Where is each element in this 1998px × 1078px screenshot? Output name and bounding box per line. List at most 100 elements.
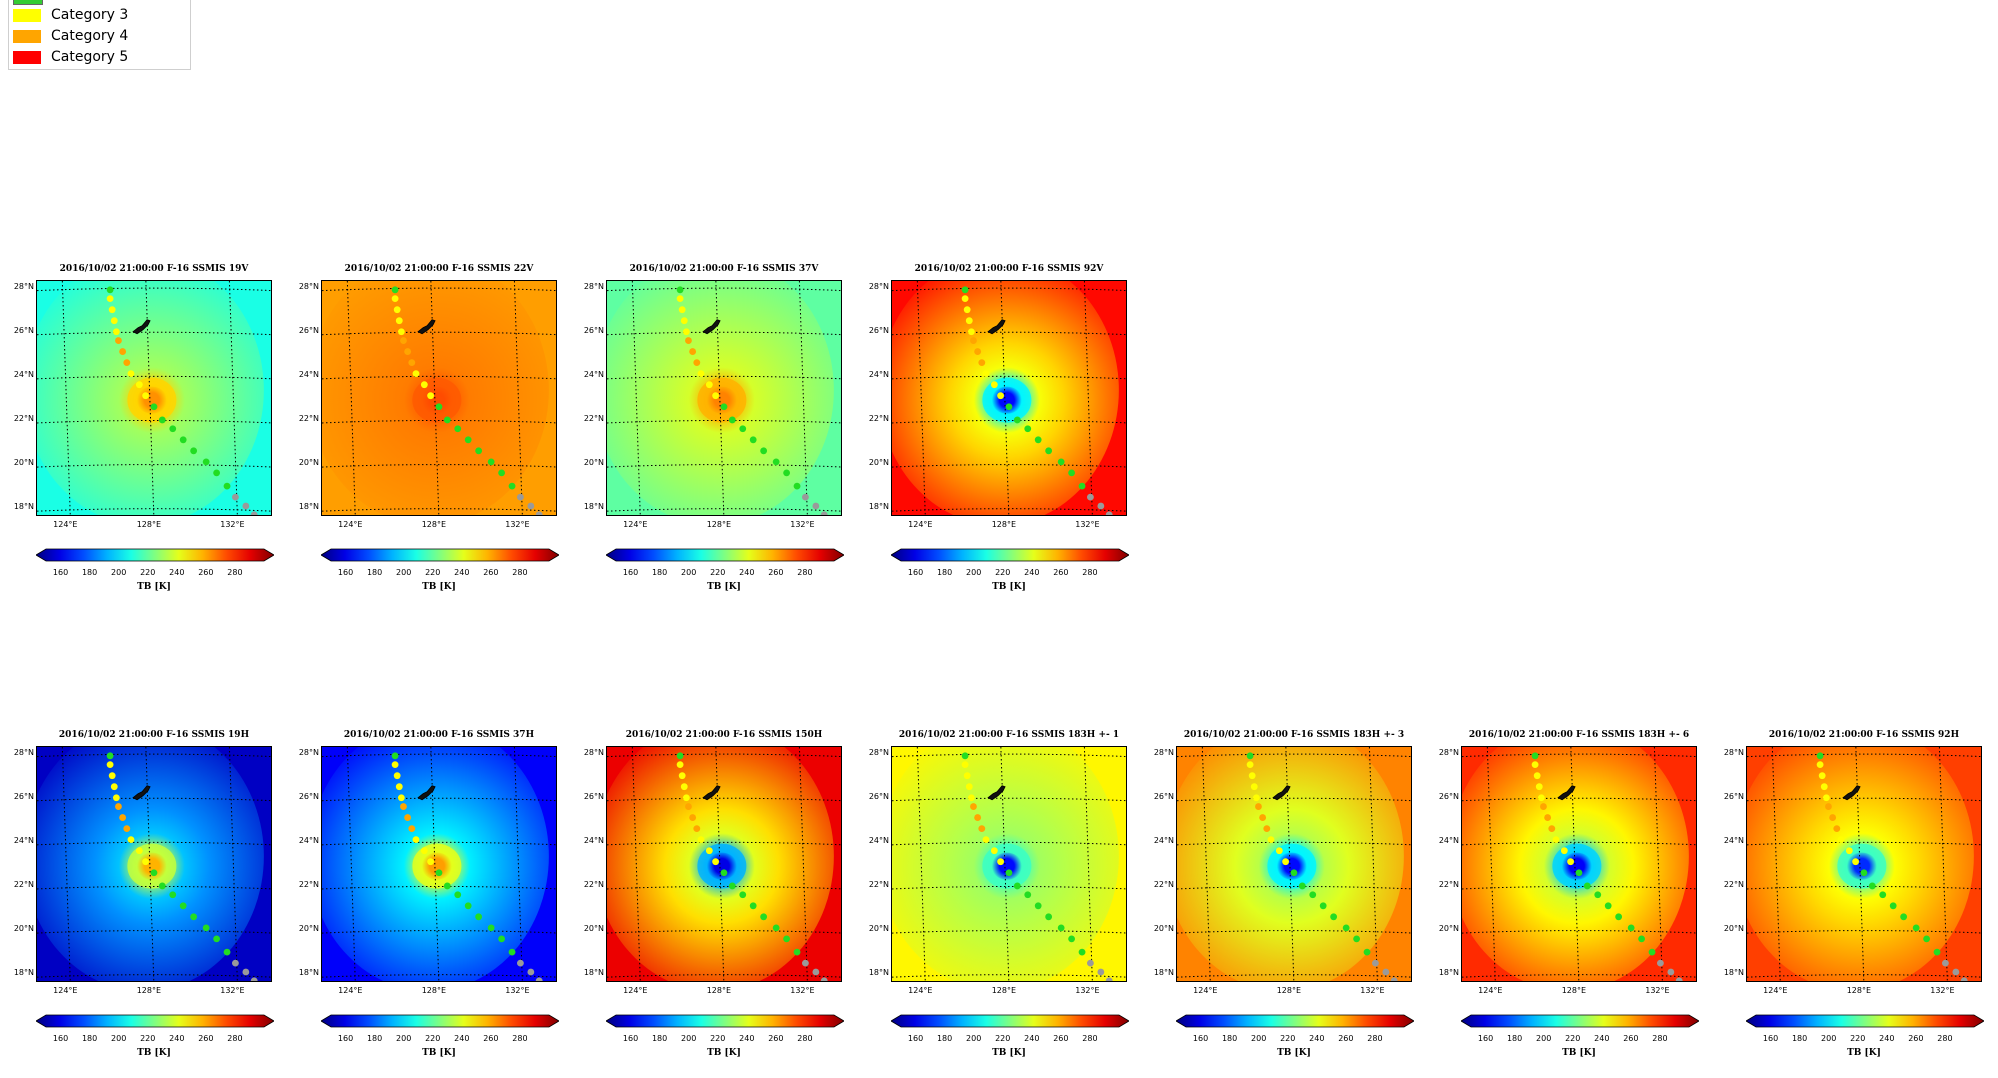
track-point [783,935,791,943]
track-point [1105,977,1113,981]
tb-heatmap [37,747,271,981]
track-point [1594,891,1602,899]
lat-tick-label: 22°N [13,879,34,889]
lat-tick-label: 26°N [583,791,604,801]
track-point [1319,902,1327,910]
typhoon-track [391,752,543,981]
lat-tick-label: 22°N [583,879,604,889]
lat-tick-label: 26°N [298,325,319,335]
tb-heatmap [607,281,841,515]
lon-tick-label: 128°E [1276,986,1302,995]
colorbar-tick-label: 180 [936,568,953,577]
colorbar-tick-label: 180 [1221,1034,1238,1043]
eyewall [697,843,747,889]
lat-tick-label: 28°N [1153,747,1174,757]
track-point [110,317,118,325]
lon-tick-label: 132°E [220,520,245,529]
track-point [115,337,122,344]
lon-tick-label: 128°E [1846,986,1872,995]
lat-tick-label: 26°N [1438,791,1459,801]
colorbar-tick-label: 220 [710,1034,726,1043]
track-point [119,814,127,821]
colorbar-gradient [606,1014,844,1028]
track-point [1087,493,1094,501]
track-point [190,913,198,921]
track-point [1034,436,1042,444]
okinawa-islands [1557,785,1576,801]
track-point [112,794,120,802]
typhoon-track [106,752,258,981]
track-point [689,814,697,821]
track-point [127,836,135,844]
storm-eye [145,394,158,407]
map-plot-area [1461,746,1697,982]
colorbar-tick-label: 240 [739,568,755,577]
lon-tick-label: 132°E [790,986,815,995]
track-point [1942,959,1949,967]
colorbar-tick-label: 260 [768,1034,784,1043]
lat-tick-label: 18°N [1153,968,1174,978]
panel-title: 2016/10/02 21:00:00 F-16 SSMIS 19H [58,730,250,740]
lat-tick-label: 26°N [868,325,889,335]
colorbar-tick-label: 220 [425,568,441,577]
track-point [712,392,720,400]
storm-eye [145,860,158,873]
track-point [158,416,166,424]
track-point [812,968,820,976]
track-point [820,511,828,515]
track-point [963,306,971,314]
lat-tick-label: 20°N [1723,924,1744,934]
track-point [772,924,780,932]
legend-row-partial [13,0,53,7]
lon-tick-label: 132°E [790,520,815,529]
panel-title: 2016/10/02 21:00:00 F-16 SSMIS 183H +- 3 [1183,730,1405,740]
typhoon-track [1816,752,1968,981]
colorbar-tick-label: 220 [1850,1034,1866,1043]
okinawa-islands [132,785,151,801]
track-point [1353,935,1361,943]
colorbar-gradient [1176,1014,1414,1028]
track-point [223,948,231,956]
track-point [965,317,973,325]
eyewall [412,843,462,889]
track-point [760,447,768,455]
colorbar-tick-label: 200 [966,568,982,577]
track-point [112,328,120,336]
colorbar-tick-label: 160 [337,1034,354,1043]
lat-tick-label: 22°N [868,413,889,423]
track-point [961,286,969,294]
colorbar-tick-label: 200 [681,1034,697,1043]
colorbar-label: TB [K] [992,1048,1026,1058]
colorbar-label: TB [K] [992,582,1026,592]
eyewall [127,377,177,423]
track-point [1263,825,1271,833]
track-point [1820,783,1828,791]
track-point [1342,924,1350,932]
lon-tick-label: 128°E [421,520,447,529]
track-point [676,761,684,769]
lon-tick-label: 128°E [421,986,447,995]
track-point [250,511,258,515]
colorbar-tick-label: 280 [797,568,813,577]
lon-tick-label: 124°E [338,520,363,529]
track-point [749,436,757,444]
colorbar-tick-label: 240 [1024,1034,1040,1043]
lat-tick-label: 28°N [1438,747,1459,757]
storm-eye [1000,860,1013,873]
track-point [967,794,975,802]
eyewall [127,843,177,889]
colorbar-label: TB [K] [1562,1048,1596,1058]
graticule [892,747,1126,981]
track-point [135,381,143,389]
lat-tick-label: 22°N [298,879,319,889]
colorbar-tick-label: 280 [1082,1034,1098,1043]
panel-title: 2016/10/02 21:00:00 F-16 SSMIS 19V [59,264,249,274]
legend-label: Category 3 [51,7,129,23]
track-point [1627,924,1635,932]
colorbar-tick-label: 200 [111,1034,127,1043]
track-point [150,869,158,877]
legend-swatch [13,50,41,64]
colorbar-tick-label: 220 [140,568,156,577]
colorbar [891,1014,1129,1028]
track-point [1667,968,1675,976]
